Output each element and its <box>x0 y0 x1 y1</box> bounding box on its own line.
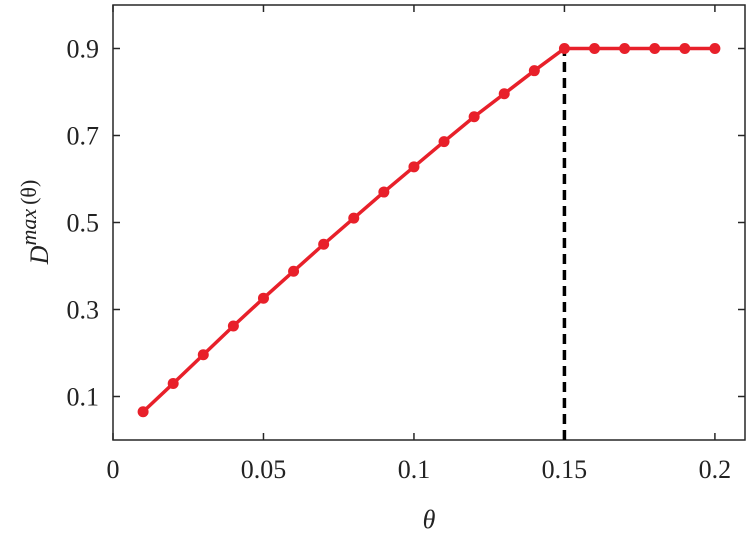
data-point <box>137 406 149 418</box>
y-label-arg: (θ) <box>16 180 41 205</box>
data-point <box>318 238 330 250</box>
y-axis-label: Dmax (θ) <box>16 180 54 266</box>
data-point <box>257 292 269 304</box>
data-point <box>408 161 420 173</box>
x-tick-label: 0.15 <box>542 455 588 484</box>
x-tick-label: 0.2 <box>699 455 732 484</box>
data-point <box>679 43 691 54</box>
y-label-sup: max <box>16 209 41 246</box>
series-line <box>141 46 715 414</box>
data-point <box>167 377 179 389</box>
x-tick-label: 0.05 <box>241 455 287 484</box>
data-point <box>498 88 510 100</box>
y-tick-label: 0.5 <box>67 209 100 238</box>
data-point <box>468 111 480 123</box>
data-point <box>227 320 239 332</box>
data-point <box>709 43 721 54</box>
data-point <box>528 65 540 77</box>
y-tick-label: 0.1 <box>67 383 100 412</box>
x-axis-label: θ <box>423 505 436 534</box>
y-tick-label: 0.7 <box>67 122 100 151</box>
data-point <box>589 43 601 54</box>
data-point <box>348 212 360 224</box>
x-tick-label: 0.1 <box>398 455 431 484</box>
data-point <box>438 136 450 148</box>
data-point <box>558 43 570 54</box>
data-point <box>288 265 300 277</box>
data-point <box>649 43 661 54</box>
y-tick-label: 0.9 <box>67 35 100 64</box>
data-point <box>197 349 209 361</box>
x-tick-label: 0 <box>107 455 120 484</box>
data-point <box>378 186 390 198</box>
y-label-base: D <box>25 245 54 265</box>
y-tick-label: 0.3 <box>67 296 100 325</box>
data-point <box>619 43 631 54</box>
plot-frame <box>112 4 746 441</box>
